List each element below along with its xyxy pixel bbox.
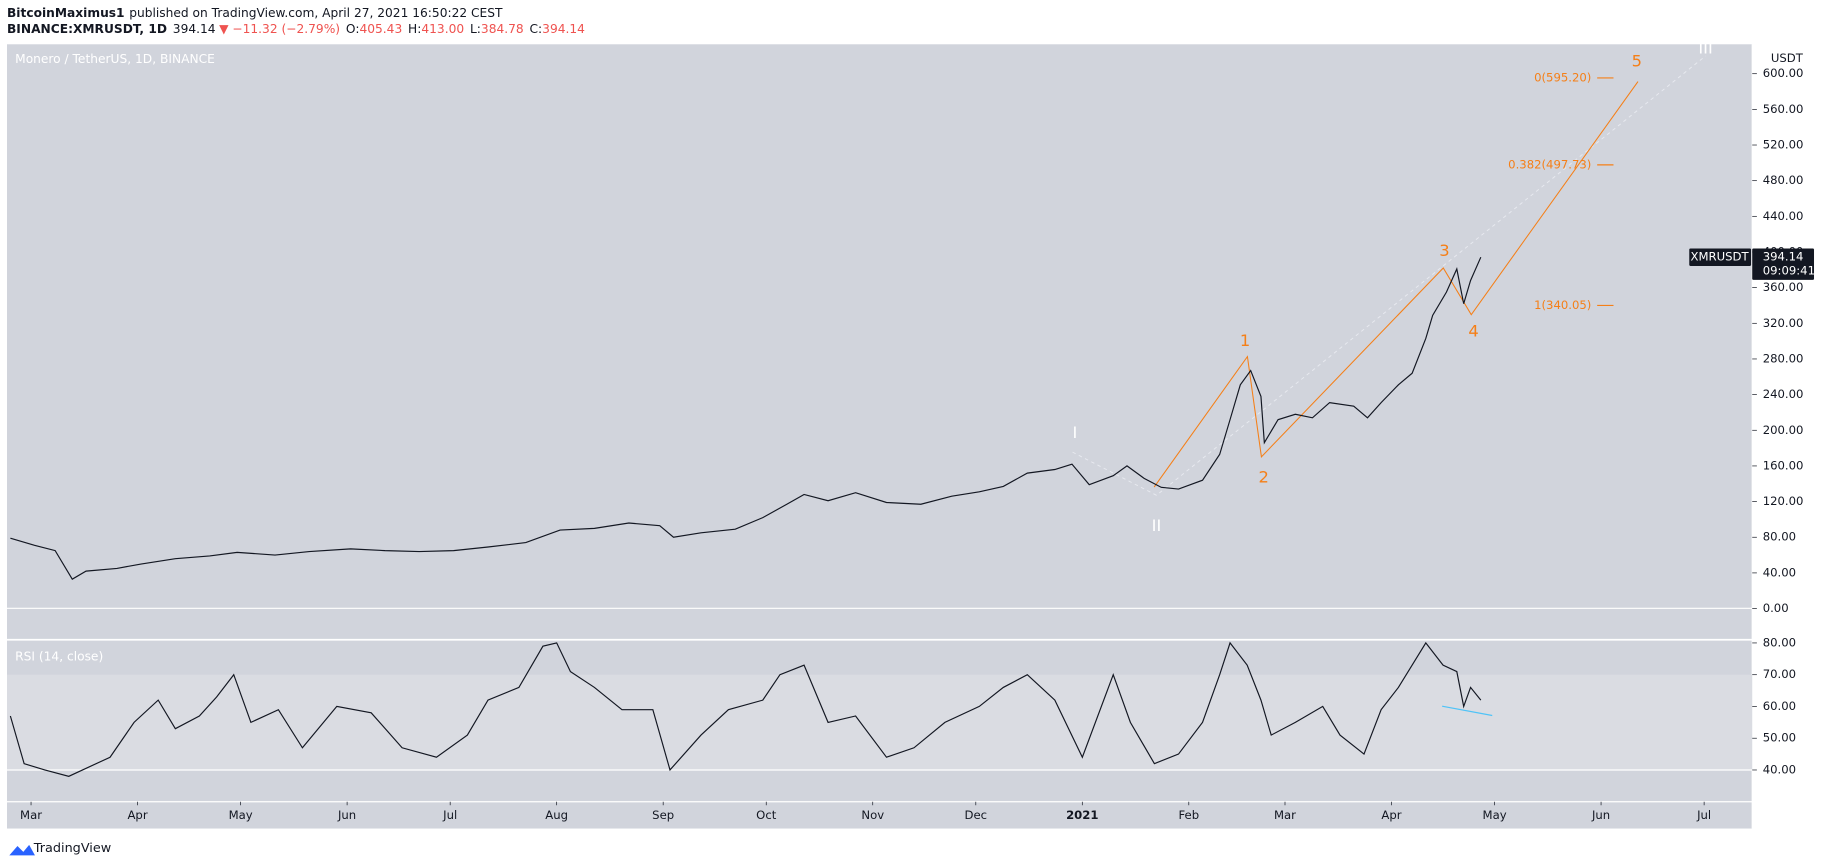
price-badge-label: 394.14 (1763, 250, 1804, 264)
author: BitcoinMaximus1 (7, 5, 125, 19)
rsi-band (6, 674, 1753, 770)
x-tick-label: Mar (1274, 808, 1296, 822)
fib-label: 1(340.05) (1534, 298, 1591, 312)
wave-label: 4 (1468, 322, 1478, 341)
y-tick-label: 70.00 (1763, 667, 1796, 681)
y-tick-label: 40.00 (1763, 565, 1796, 579)
y-tick-label: 40.00 (1763, 762, 1796, 776)
x-tick-label: Mar (20, 808, 42, 822)
wave-label: I (1072, 423, 1077, 442)
wave-label: 2 (1259, 467, 1269, 486)
x-tick-label: Aug (545, 808, 568, 822)
rsi-trendline (1442, 705, 1493, 717)
y-tick-label: 280.00 (1763, 351, 1804, 365)
y-tick-label: 120.00 (1763, 494, 1804, 508)
symbol-badge (1689, 248, 1752, 266)
y-tick-label: 360.00 (1763, 280, 1804, 294)
y-tick-label: 600.00 (1763, 66, 1804, 80)
x-tick-label: Apr (127, 808, 147, 822)
y-tick-label: 60.00 (1763, 699, 1796, 713)
y-tick-label: 480.00 (1763, 173, 1804, 187)
y-tick-label: 520.00 (1763, 138, 1804, 152)
wave-label: 1 (1240, 331, 1250, 350)
last-price: 394.14 (173, 22, 216, 36)
y-tick-label: 50.00 (1763, 731, 1796, 745)
symbol: BINANCE:XMRUSDT, 1D (7, 22, 167, 36)
data-line (9, 641, 1482, 777)
x-tick-label: Jun (337, 808, 356, 822)
x-tick-label: Dec (965, 808, 988, 822)
x-tick-label: Apr (1381, 808, 1401, 822)
wave-label: III (1698, 38, 1712, 57)
fib-label: 0(595.20) (1534, 70, 1591, 84)
x-tick-label: Jun (1591, 808, 1610, 822)
y-tick-label: 160.00 (1763, 458, 1804, 472)
axis-unit: USDT (1771, 51, 1804, 65)
y-tick-label: 200.00 (1763, 423, 1804, 437)
wave-label: 3 (1439, 241, 1449, 260)
change: ▼ −11.32 (−2.79%) (219, 22, 340, 36)
x-tick-label: Jul (442, 808, 457, 822)
ohlc-label: C: (530, 22, 543, 36)
time-axis (6, 801, 1753, 829)
x-tick-label: May (1483, 808, 1507, 822)
price-pane (6, 44, 1753, 640)
ohlc-value: 413.00 (421, 22, 464, 36)
y-tick-label: 80.00 (1763, 530, 1796, 544)
rsi-title: RSI (14, close) (15, 650, 103, 664)
x-tick-label: Feb (1178, 808, 1199, 822)
data-line (10, 256, 1482, 580)
x-tick-label: May (229, 808, 253, 822)
x-tick-label: Jul (1696, 808, 1711, 822)
x-tick-label: 2021 (1066, 808, 1098, 822)
x-tick-label: Oct (756, 808, 777, 822)
header-line-2: BINANCE:XMRUSDT, 1D 394.14 ▼ −11.32 (−2.79… (7, 22, 585, 36)
header-line-1: BitcoinMaximus1 published on TradingView.… (7, 5, 503, 19)
x-tick-label: Nov (861, 808, 884, 822)
wave-label: II (1152, 516, 1162, 535)
footer-brand: TradingView (33, 841, 111, 856)
fib-label: 0.382(497.73) (1508, 157, 1591, 171)
countdown: 09:09:41 (1763, 264, 1815, 278)
logo-icon (9, 844, 35, 856)
ohlc-value: 384.78 (481, 22, 524, 36)
y-tick-label: 240.00 (1763, 387, 1804, 401)
price-badge (1752, 248, 1815, 280)
rsi-band-layer (6, 674, 1753, 771)
wave-line-major (1072, 55, 1706, 496)
ohlc-label: H: (408, 22, 421, 36)
y-tick-label: 80.00 (1763, 635, 1796, 649)
y-tick-label: 440.00 (1763, 209, 1804, 223)
y-tick-label: 0.00 (1763, 601, 1789, 615)
wave-label: 5 (1632, 51, 1642, 70)
symbol-badge-label: XMRUSDT (1691, 250, 1750, 264)
price-title: Monero / TetherUS, 1D, BINANCE (15, 52, 215, 66)
ohlc-label: O: (346, 22, 360, 36)
ohlc-value: 405.43 (359, 22, 402, 36)
y-tick-label: 320.00 (1763, 316, 1804, 330)
x-tick-label: Sep (652, 808, 674, 822)
ohlc-value: 394.14 (542, 22, 585, 36)
y-tick-label: 560.00 (1763, 102, 1804, 116)
wave-line (1153, 81, 1639, 488)
ohlc-label: L: (470, 22, 481, 36)
published: published on TradingView.com, April 27, … (129, 5, 503, 19)
